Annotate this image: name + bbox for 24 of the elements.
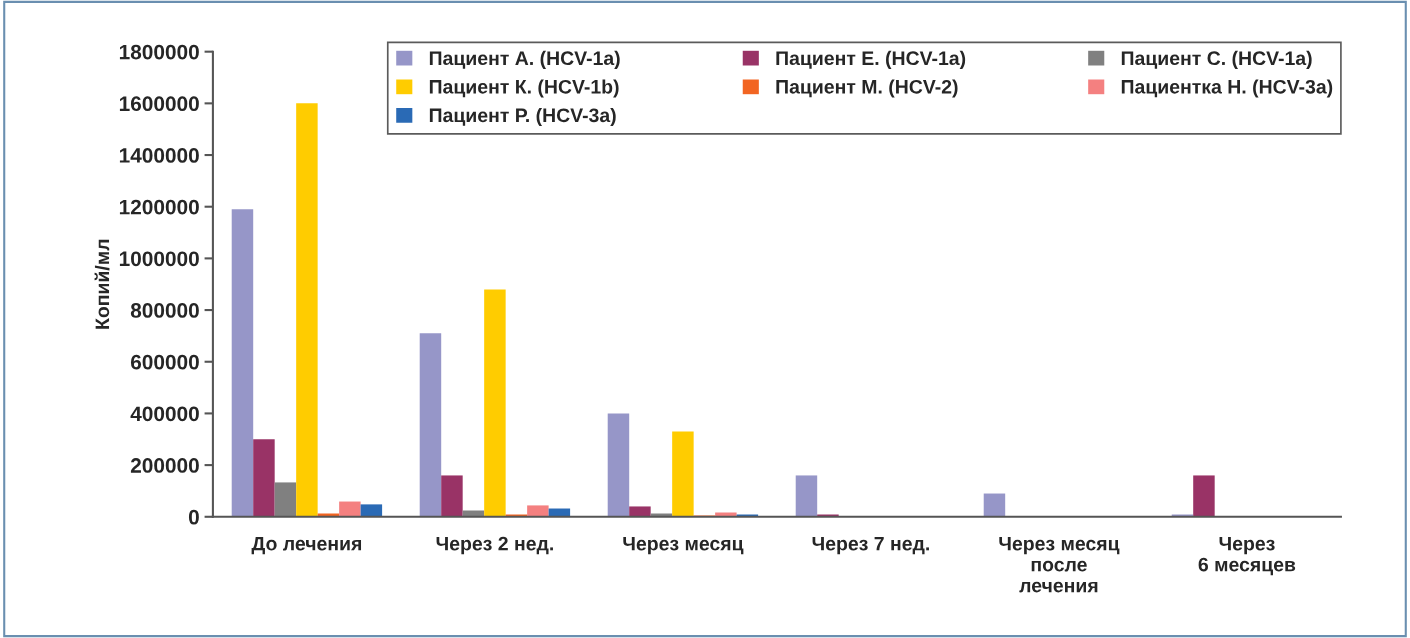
y-tick-label: 1800000 [119, 44, 199, 60]
y-tick-label: 1400000 [119, 148, 199, 163]
y-tick-label: 1000000 [119, 251, 199, 267]
legend-label: Пациентка Н. (HCV-3a) [1121, 79, 1333, 98]
x-tick-label: Через 6 месяцев [1198, 536, 1296, 576]
y-tick-label: 800000 [130, 303, 199, 318]
legend-label: Пациент А. (HCV-1a) [429, 50, 620, 69]
y-tick-label: 200000 [130, 458, 199, 473]
x-tick-label: Через 2 нед. [436, 536, 553, 555]
y-tick-label: 1200000 [119, 199, 199, 215]
y-axis-title: Копий/мл [94, 239, 110, 329]
legend-label: Пациент Р. (HCV-3a) [429, 107, 616, 127]
x-tick-label: До лечения [251, 536, 362, 555]
legend-label: Пациент М. (HCV-2) [776, 79, 958, 98]
y-tick-label: 400000 [130, 406, 199, 422]
legend-label: Пациент Е. (HCV-1a) [776, 50, 966, 69]
y-tick-label: 0 [188, 509, 199, 525]
x-tick-label: Через месяц [623, 536, 744, 555]
x-tick-label: Через месяц после лечения [999, 536, 1120, 593]
y-tick-label: 600000 [130, 354, 199, 370]
y-tick-label: 1600000 [119, 96, 199, 112]
legend-label: Пациент С. (HCV-1a) [1121, 50, 1312, 69]
x-tick-label: Через 7 нед. [812, 536, 929, 555]
legend-label: Пациент К. (HCV-1b) [429, 79, 619, 98]
